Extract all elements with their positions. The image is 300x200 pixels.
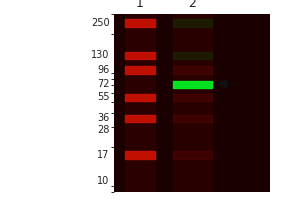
Text: 250: 250: [91, 18, 110, 28]
Text: 28: 28: [97, 125, 110, 135]
Bar: [172, 66, 212, 74]
Text: 96: 96: [97, 65, 110, 75]
Bar: [124, 115, 154, 122]
Text: 36: 36: [97, 113, 110, 123]
Bar: [172, 81, 212, 88]
Bar: [124, 52, 154, 59]
Bar: [124, 66, 154, 74]
Text: 130: 130: [91, 50, 110, 60]
Bar: [124, 14, 154, 192]
Bar: [172, 52, 212, 59]
Bar: [124, 94, 154, 101]
Text: 10: 10: [97, 176, 110, 186]
Bar: [124, 151, 154, 159]
Bar: [124, 19, 154, 27]
Bar: [172, 19, 212, 27]
Bar: [172, 94, 212, 101]
Text: 17: 17: [97, 150, 110, 160]
Text: 1: 1: [136, 0, 143, 10]
Text: 55: 55: [97, 92, 110, 102]
Bar: [172, 115, 212, 122]
Text: 2: 2: [188, 0, 196, 10]
Bar: [172, 52, 212, 59]
Text: 72: 72: [97, 79, 110, 89]
Bar: [172, 14, 212, 192]
Bar: [172, 151, 212, 159]
Bar: [172, 19, 212, 27]
